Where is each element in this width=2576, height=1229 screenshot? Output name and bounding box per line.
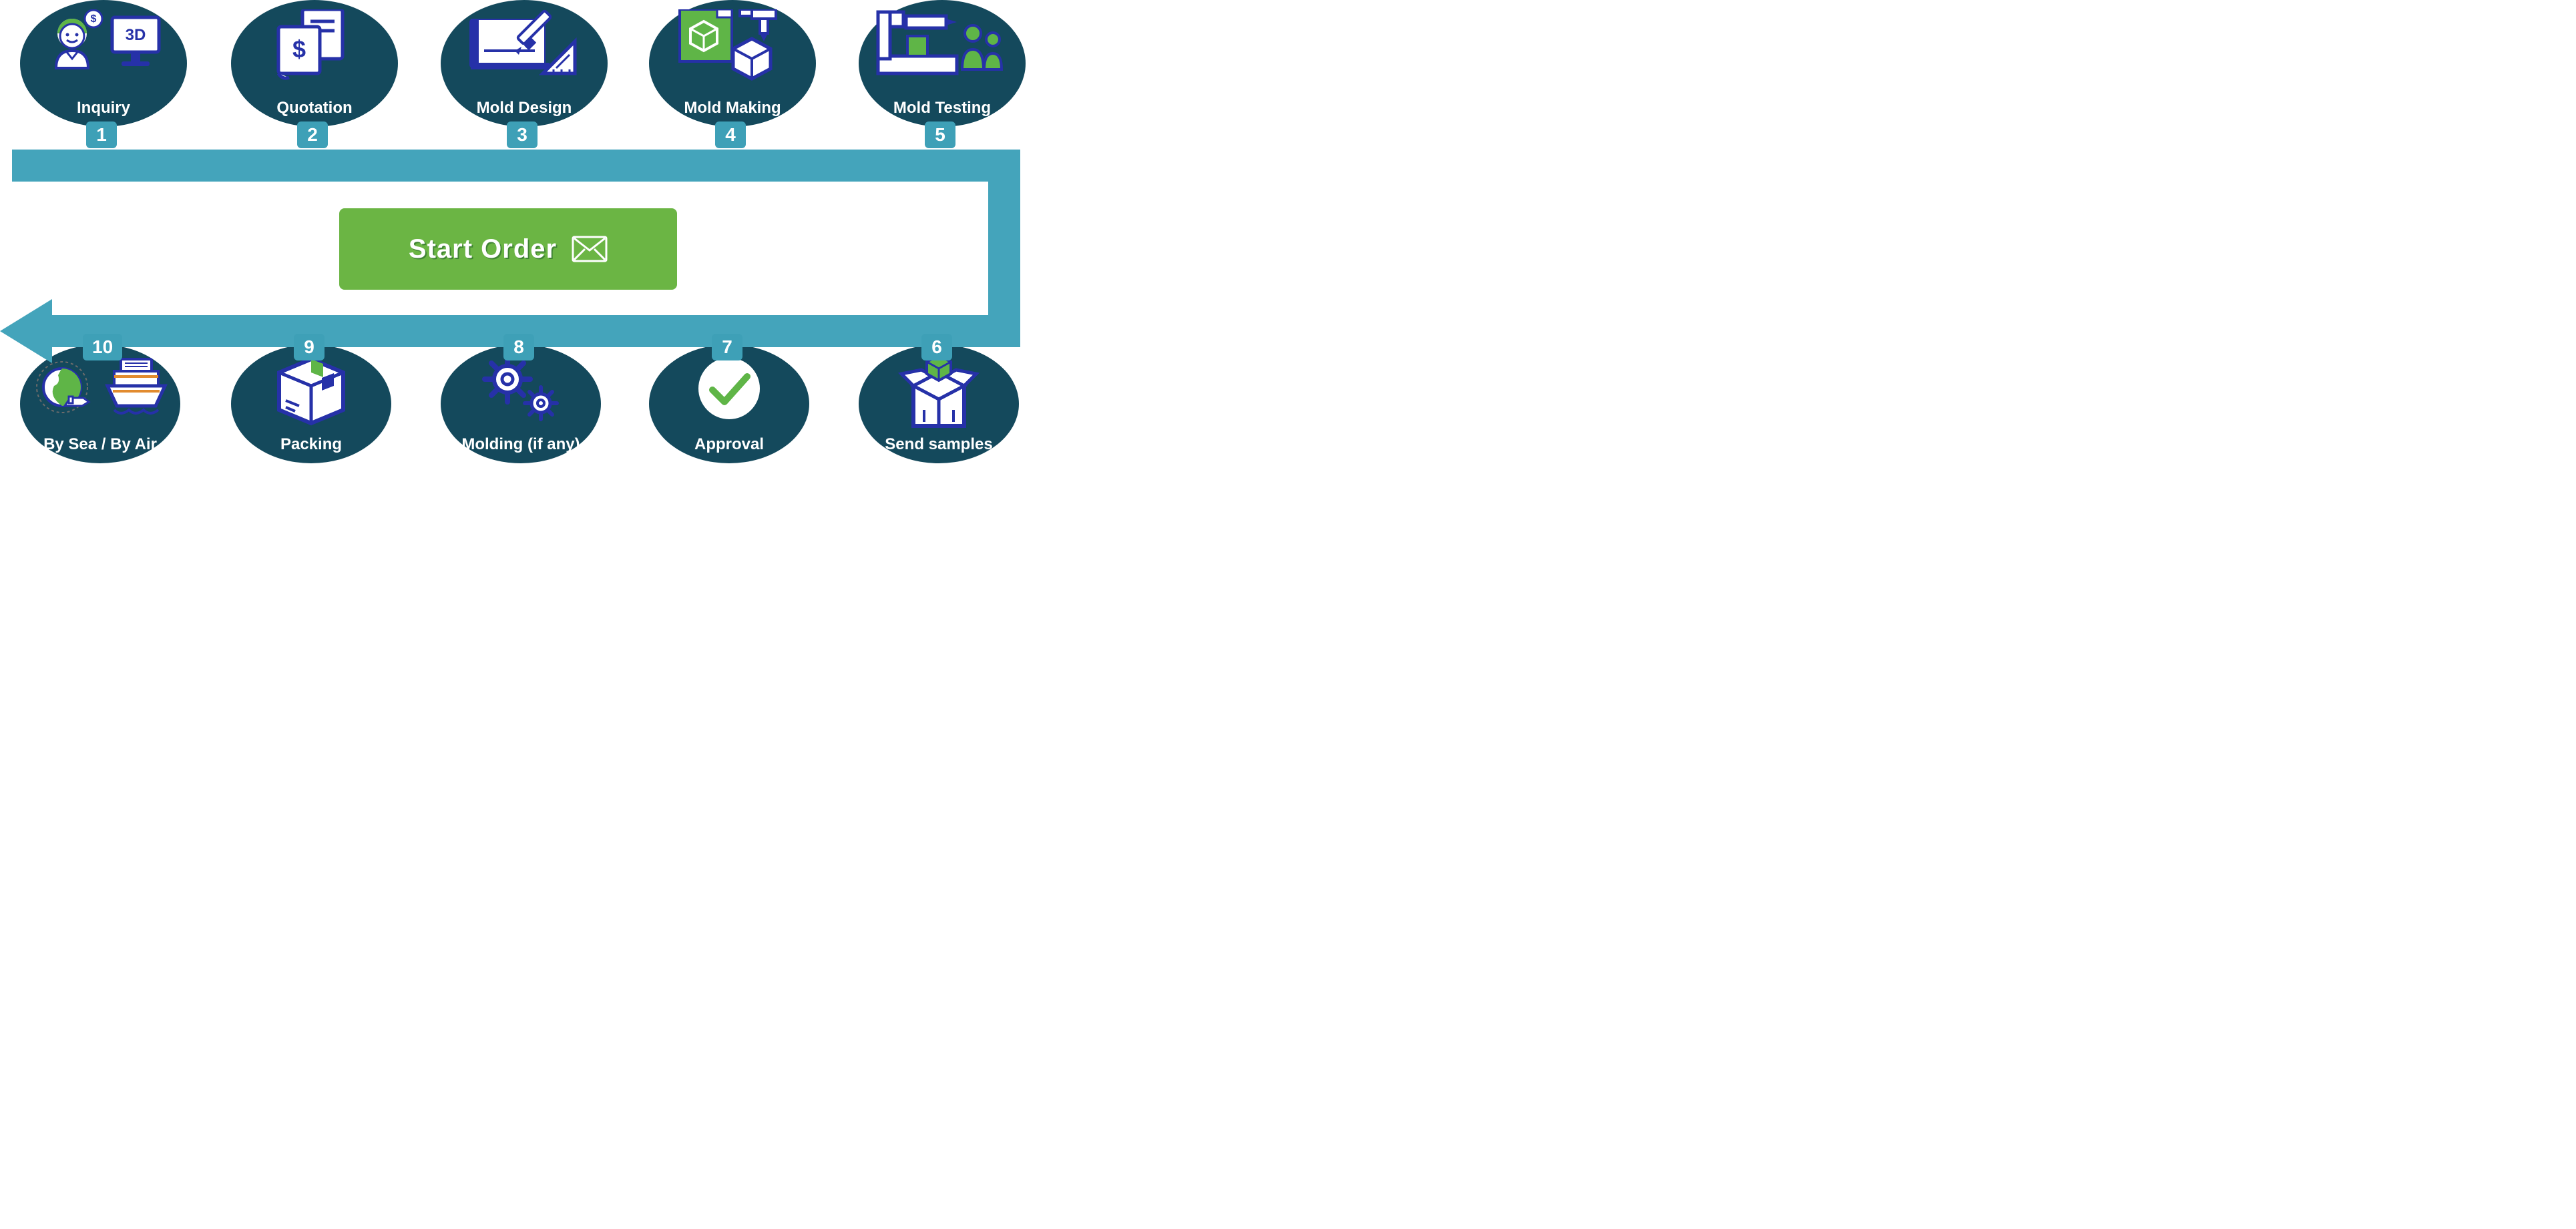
step-number-badge: 1: [86, 121, 117, 148]
step-number-badge: 8: [503, 334, 534, 360]
start-order-button[interactable]: Start Order: [339, 208, 677, 290]
step-number-badge: 9: [294, 334, 325, 360]
step-number-badge: 5: [925, 121, 955, 148]
step-number-badge: 3: [507, 121, 538, 148]
step-number-badge: 10: [83, 334, 122, 360]
step-number-badge: 2: [297, 121, 328, 148]
start-order-label: Start Order: [409, 234, 557, 264]
step-number-badge: 4: [715, 121, 746, 148]
step-number-badge: 6: [921, 334, 952, 360]
step-number-badge: 7: [712, 334, 742, 360]
mail-icon: [572, 236, 608, 262]
